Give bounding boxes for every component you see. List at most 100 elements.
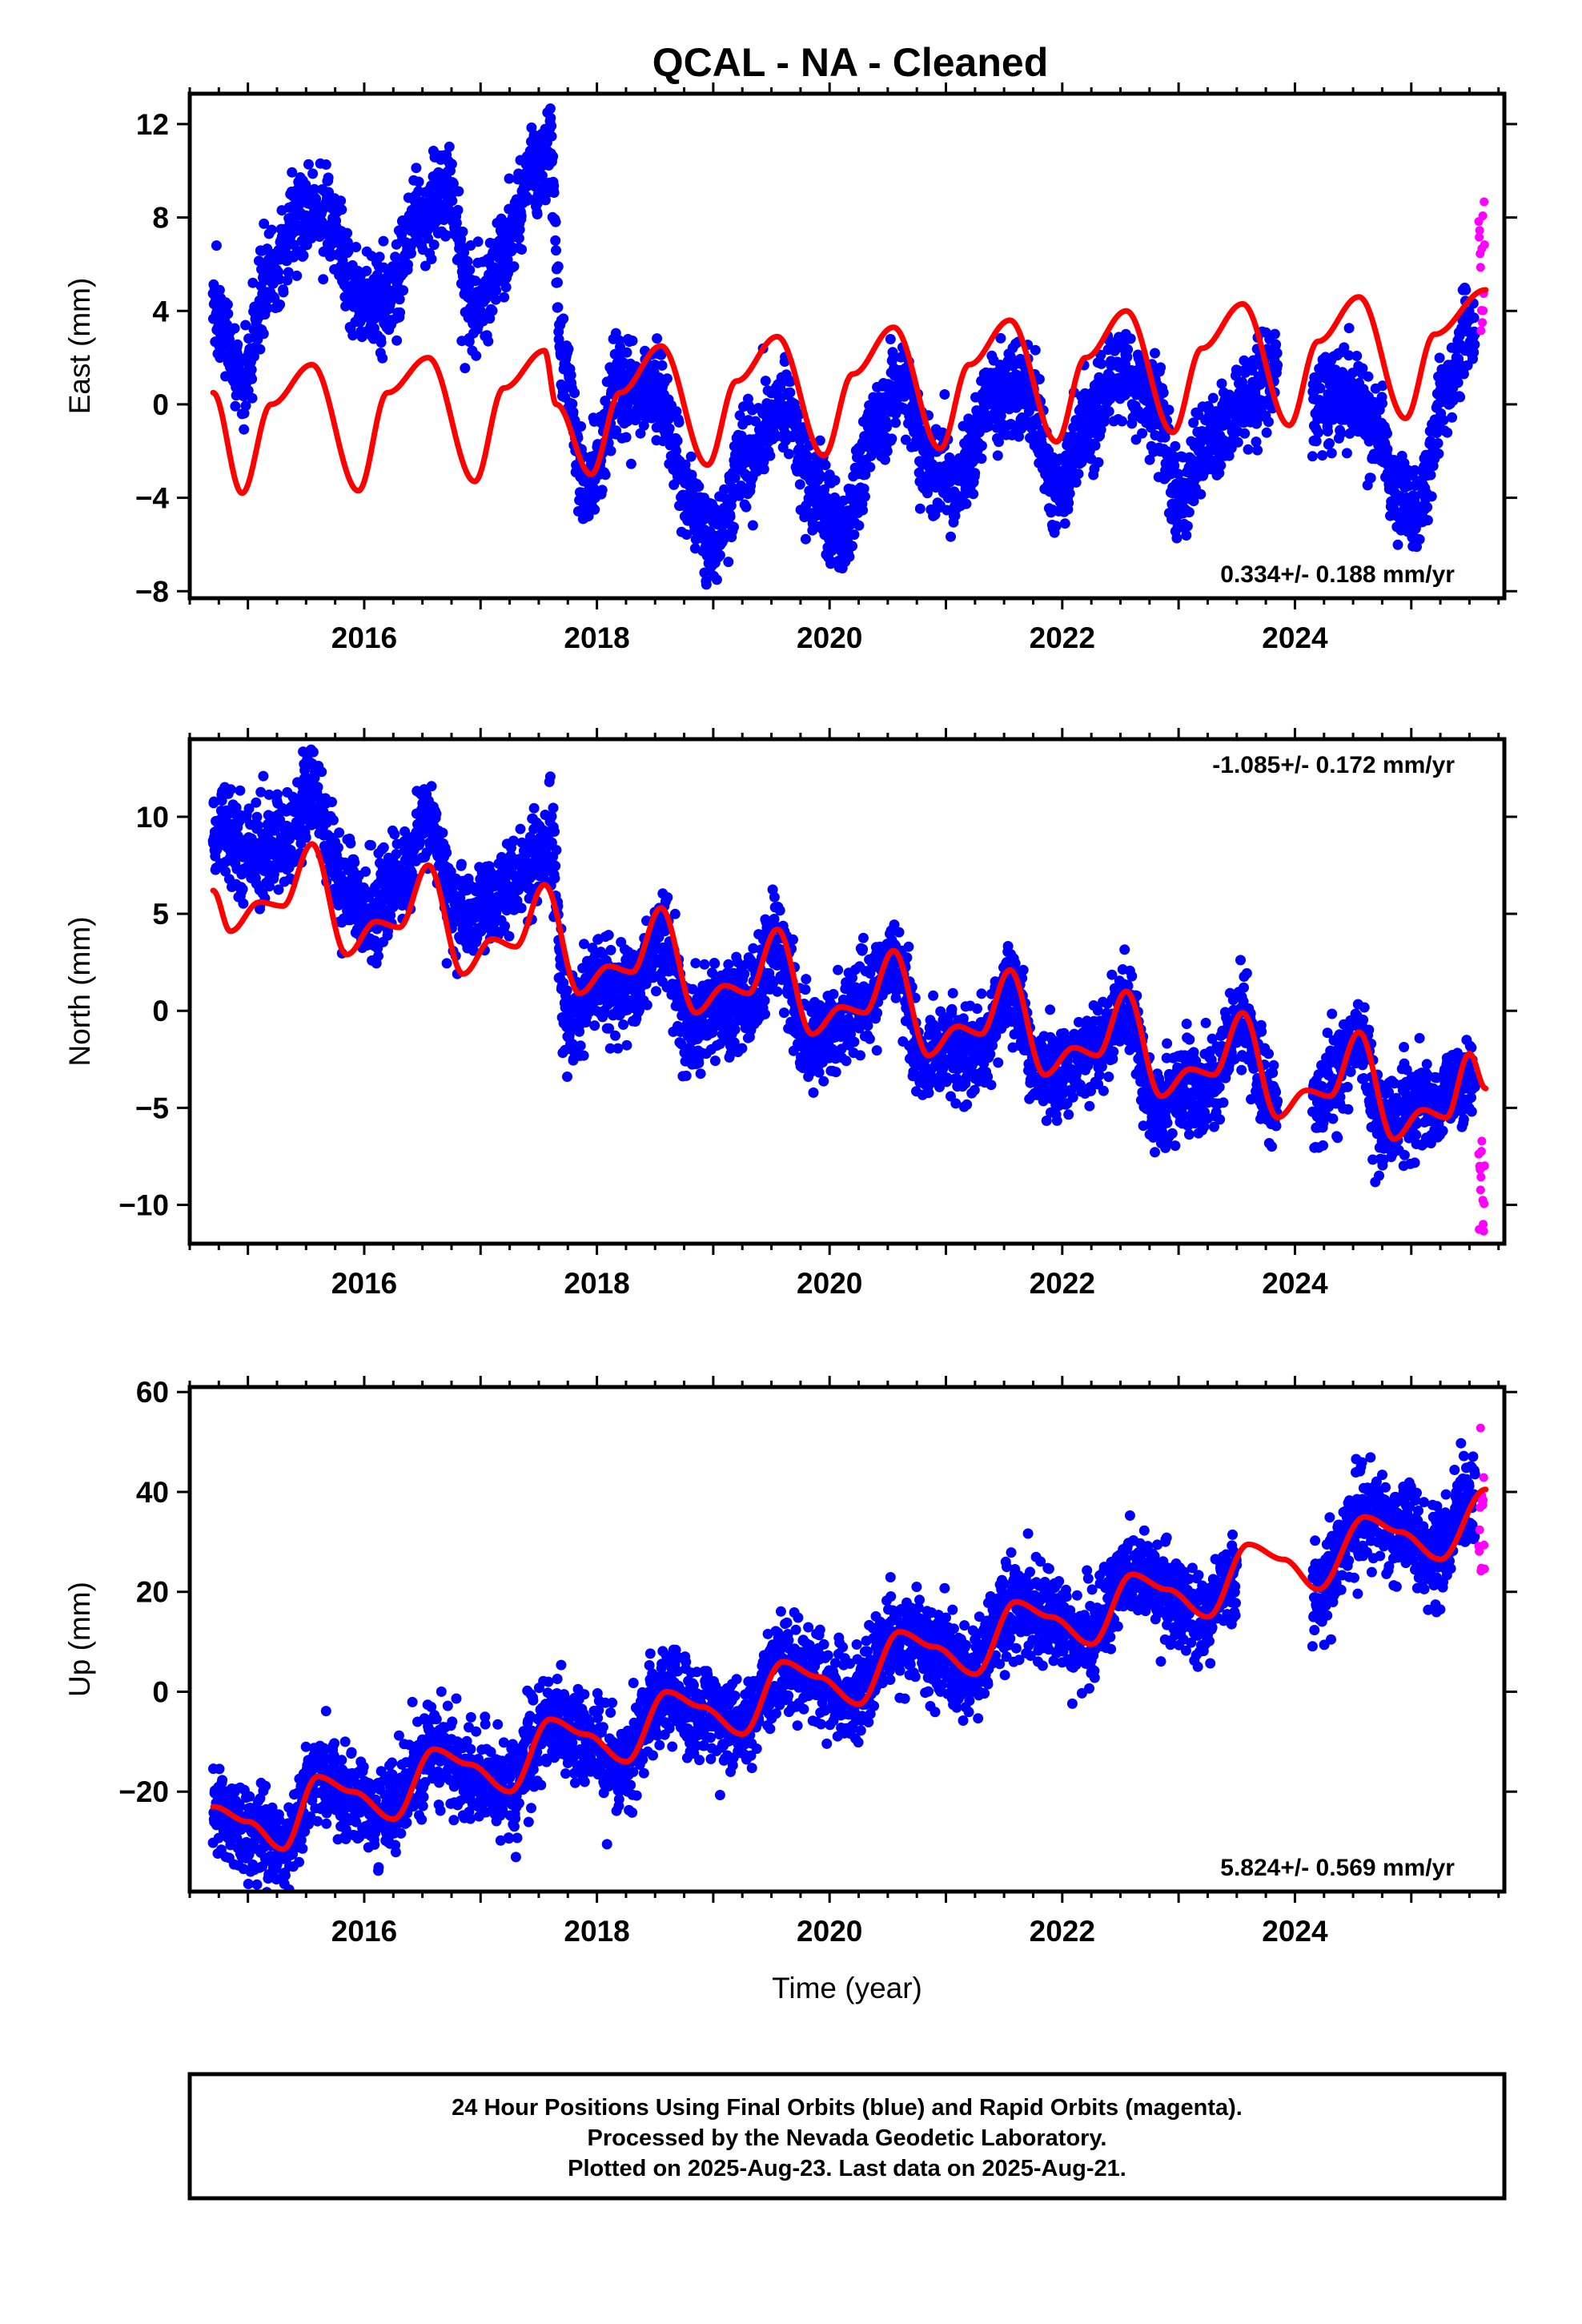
rapid-orbit-point	[1476, 263, 1485, 272]
final-orbit-point	[472, 236, 484, 247]
final-orbit-point	[1422, 501, 1433, 513]
final-orbit-point	[235, 785, 246, 796]
final-orbit-point	[635, 428, 646, 439]
final-orbit-point	[378, 842, 389, 853]
final-orbit-point	[1326, 448, 1337, 459]
final-orbit-point	[551, 245, 561, 256]
final-orbit-point	[1050, 521, 1062, 532]
final-orbit-point	[1014, 431, 1025, 442]
y-tick-label: 8	[152, 202, 169, 235]
final-orbit-point	[1216, 378, 1227, 389]
final-orbit-point	[243, 385, 254, 396]
final-orbit-point	[563, 344, 574, 355]
final-orbit-point	[814, 435, 825, 446]
final-orbit-point	[251, 797, 262, 808]
final-orbit-point	[611, 425, 622, 436]
x-tick-label: 2020	[797, 621, 862, 654]
final-orbit-point	[345, 838, 356, 849]
final-orbit-point	[391, 335, 403, 346]
final-orbit-point	[420, 260, 431, 271]
final-orbit-point	[464, 336, 475, 348]
final-orbit-point	[320, 159, 331, 170]
final-orbit-point	[1271, 348, 1283, 359]
final-orbit-point	[1432, 438, 1443, 448]
final-orbit-point	[504, 931, 515, 942]
final-orbit-point	[1455, 392, 1466, 403]
final-orbit-point	[532, 198, 543, 209]
final-orbit-point	[342, 237, 353, 248]
final-orbit-point	[1117, 416, 1127, 427]
final-orbit-point	[1030, 344, 1041, 356]
final-orbit-point	[459, 247, 470, 258]
final-orbit-point	[303, 159, 314, 170]
final-orbit-point	[765, 450, 776, 461]
final-orbit-point	[223, 334, 235, 345]
final-orbit-point	[847, 541, 857, 552]
final-orbit-point	[239, 424, 250, 435]
final-orbit-point	[621, 347, 632, 358]
final-orbit-point	[558, 313, 569, 324]
final-orbit-point	[1103, 406, 1114, 417]
final-orbit-point	[671, 445, 681, 456]
final-orbit-point	[565, 370, 576, 380]
final-orbit-point	[816, 471, 827, 482]
final-orbit-point	[471, 350, 482, 361]
final-orbit-point	[323, 172, 334, 183]
final-orbit-point	[1252, 444, 1263, 456]
final-orbit-point	[446, 159, 457, 170]
final-orbit-point	[885, 334, 896, 344]
final-orbit-point	[247, 392, 258, 404]
final-orbit-point	[1059, 518, 1070, 529]
final-orbit-point	[605, 445, 616, 456]
final-orbit-point	[211, 240, 222, 251]
final-orbit-point	[729, 521, 739, 533]
final-orbit-point	[546, 120, 557, 131]
final-orbit-point	[225, 784, 236, 795]
east-y-axis-label: East (mm)	[63, 278, 96, 415]
east-model-line	[210, 287, 1489, 497]
final-orbit-point	[1317, 450, 1328, 461]
final-orbit-point	[546, 131, 557, 142]
final-orbit-point	[652, 333, 663, 344]
final-orbit-point	[441, 847, 452, 858]
final-orbit-point	[1261, 427, 1272, 438]
final-orbit-point	[378, 235, 389, 247]
final-orbit-point	[992, 450, 1003, 461]
final-orbit-point	[888, 352, 899, 364]
final-orbit-point	[995, 410, 1006, 421]
final-orbit-point	[222, 299, 233, 310]
final-orbit-point	[440, 230, 452, 241]
final-orbit-point	[1181, 530, 1192, 541]
final-orbit-point	[238, 898, 249, 909]
final-orbit-point	[223, 308, 234, 320]
final-orbit-point	[275, 299, 286, 310]
final-orbit-point	[552, 277, 563, 288]
final-orbit-point	[536, 170, 548, 181]
final-orbit-point	[1158, 387, 1169, 398]
x-tick-label: 2018	[564, 621, 629, 654]
final-orbit-point	[375, 337, 387, 348]
final-orbit-point	[1365, 472, 1376, 484]
final-orbit-point	[258, 770, 269, 782]
final-orbit-point	[589, 504, 600, 515]
final-orbit-point	[785, 387, 796, 398]
final-orbit-point	[360, 866, 371, 877]
final-orbit-point	[1171, 533, 1182, 544]
final-orbit-point	[994, 436, 1004, 448]
final-orbit-point	[1170, 440, 1181, 452]
rapid-orbit-point	[1480, 197, 1489, 207]
final-orbit-point	[576, 421, 587, 432]
final-orbit-point	[291, 270, 303, 281]
final-orbit-point	[1215, 460, 1227, 471]
final-orbit-point	[596, 485, 608, 496]
final-orbit-point	[800, 533, 811, 545]
final-orbit-point	[240, 400, 251, 412]
final-orbit-point	[336, 204, 347, 215]
final-orbit-point	[1093, 456, 1104, 468]
y-tick-label: 0	[152, 388, 169, 421]
rapid-orbit-point	[1476, 326, 1486, 336]
final-orbit-point	[820, 460, 831, 471]
final-orbit-point	[775, 381, 786, 392]
